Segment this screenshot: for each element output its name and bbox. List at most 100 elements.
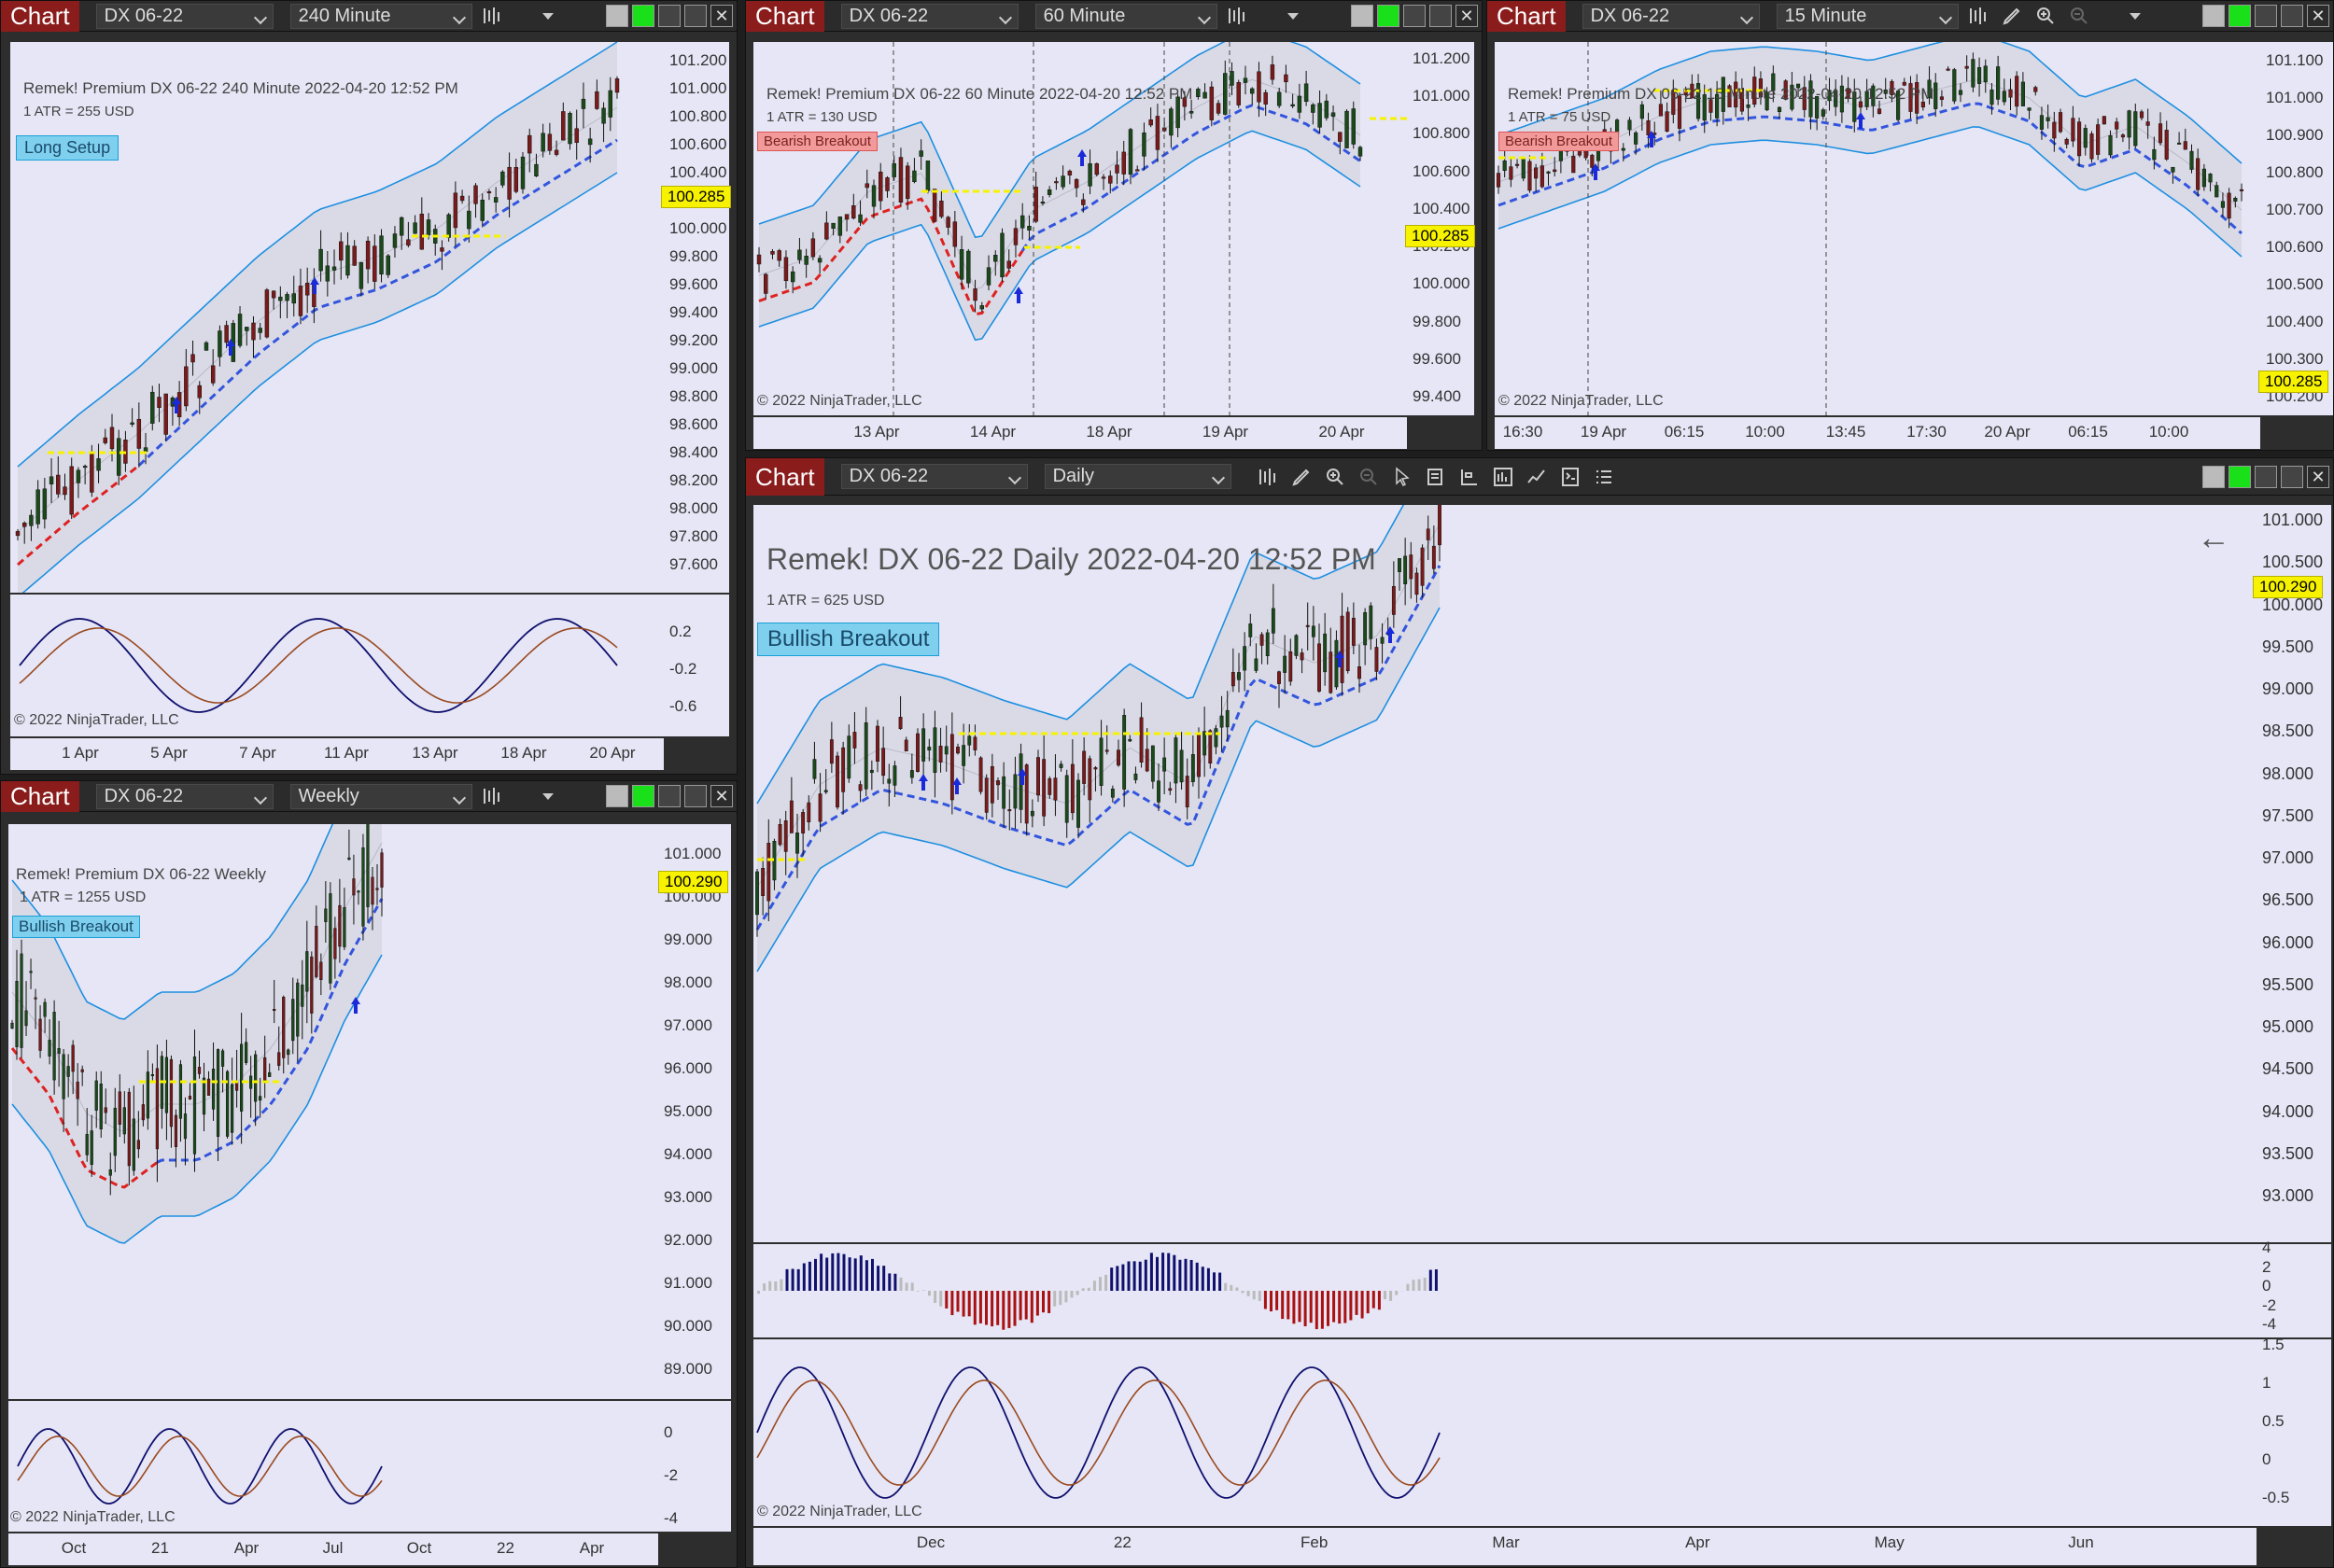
histogram-bar — [1384, 1291, 1386, 1300]
close-button[interactable]: ✕ — [2307, 5, 2329, 27]
chart-menu-label[interactable]: Chart — [1487, 0, 1566, 32]
interval-selector[interactable]: Daily — [1044, 464, 1231, 489]
candle-body — [865, 183, 869, 189]
signal-arrow-icon — [1385, 626, 1395, 643]
pencil-icon[interactable] — [1998, 4, 2026, 28]
trailing-stop-blue — [1497, 102, 2243, 235]
zoom-out-icon[interactable] — [1355, 465, 1383, 489]
close-button[interactable]: ✕ — [1455, 5, 1478, 27]
candle-body — [1174, 737, 1178, 784]
minimize-button[interactable] — [2255, 5, 2277, 27]
interval-selector[interactable]: 15 Minute — [1776, 3, 1959, 29]
zoom-out-icon[interactable] — [2065, 4, 2093, 28]
bar-type-icon[interactable] — [1223, 4, 1251, 28]
histogram-bar — [837, 1253, 840, 1291]
close-button[interactable]: ✕ — [2307, 466, 2329, 488]
instrument-selector[interactable]: DX 06-22 — [1582, 3, 1760, 29]
indicators-icon[interactable] — [1455, 465, 1483, 489]
candle-body — [1702, 94, 1707, 121]
maximize-button[interactable] — [2281, 5, 2303, 27]
histogram-bar — [1070, 1291, 1074, 1298]
setup-badge: Long Setup — [16, 135, 120, 161]
minimize-button[interactable] — [2255, 466, 2277, 488]
instrument-selector[interactable]: DX 06-22 — [95, 3, 274, 29]
minimize-button[interactable] — [658, 5, 681, 27]
histogram-bar — [1270, 1291, 1272, 1312]
minimize-button[interactable] — [658, 785, 681, 807]
atr-label: 1 ATR = 130 USD — [766, 109, 878, 125]
price-panel[interactable]: Remek! Premium DX 06-22 60 Minute 2022-0… — [753, 42, 1407, 415]
instrument-selector[interactable]: DX 06-22 — [840, 3, 1019, 29]
maximize-button[interactable] — [684, 5, 707, 27]
instrument-selector[interactable]: DX 06-22 — [840, 464, 1028, 489]
maximize-button[interactable] — [1429, 5, 1452, 27]
bar-type-icon[interactable] — [1254, 465, 1282, 489]
status-button[interactable] — [1377, 5, 1399, 27]
candle-body — [1398, 558, 1401, 572]
status-button[interactable] — [2229, 466, 2251, 488]
dropdown-arrow-icon[interactable] — [1279, 4, 1307, 28]
oscillator-panel[interactable]: © 2022 NinjaTrader, LLC — [753, 1339, 2257, 1526]
dropdown-arrow-icon[interactable] — [534, 4, 562, 28]
price-axis[interactable]: 101.200 101.000 100.800 100.600 100.400 100.2… — [664, 42, 729, 593]
price-panel[interactable]: Remek! Premium DX 06-22 240 Minute 2022-… — [10, 42, 664, 593]
link-button[interactable] — [606, 5, 628, 27]
data-box-icon[interactable] — [1422, 465, 1450, 489]
histogram-panel[interactable] — [753, 1244, 2257, 1337]
chart-menu-label[interactable]: Chart — [746, 0, 824, 32]
oscillator-panel[interactable]: © 2022 NinjaTrader, LLC — [10, 595, 664, 736]
instrument-selector[interactable]: DX 06-22 — [95, 783, 274, 809]
link-button[interactable] — [606, 785, 628, 807]
bar-type-icon[interactable] — [478, 4, 506, 28]
maximize-button[interactable] — [2281, 466, 2303, 488]
zoom-in-icon[interactable] — [1321, 465, 1349, 489]
interval-selector[interactable]: 60 Minute — [1034, 3, 1217, 29]
histogram-bar — [848, 1257, 851, 1291]
chart-menu-label[interactable]: Chart — [1, 780, 79, 812]
list-icon[interactable] — [1590, 465, 1618, 489]
chart-trader-icon[interactable] — [1523, 465, 1551, 489]
chart-menu-label[interactable]: Chart — [746, 457, 824, 496]
oscillator-panel[interactable]: © 2022 NinjaTrader, LLC — [8, 1401, 658, 1532]
candle-body — [1790, 84, 1794, 110]
close-button[interactable]: ✕ — [710, 785, 733, 807]
dropdown-arrow-icon[interactable] — [534, 784, 562, 808]
bar-type-icon[interactable] — [1964, 4, 1992, 28]
price-panel[interactable]: Remek! DX 06-22 Daily 2022-04-20 12:52 P… — [753, 505, 2257, 1242]
zoom-in-icon[interactable] — [2032, 4, 2060, 28]
close-button[interactable]: ✕ — [710, 5, 733, 27]
time-axis[interactable]: 13 Apr 14 Apr 18 Apr 19 Apr 20 Apr — [753, 417, 1407, 449]
link-button[interactable] — [1351, 5, 1373, 27]
minimize-button[interactable] — [1403, 5, 1426, 27]
time-axis[interactable]: 16:30 19 Apr 06:15 10:00 13:45 17:30 20 Apr 06:… — [1495, 417, 2260, 449]
time-axis[interactable]: 1 Apr 5 Apr 7 Apr 11 Apr 13 Apr 18 Apr 20 Apr — [10, 738, 664, 770]
properties-icon[interactable] — [1556, 465, 1584, 489]
price-panel[interactable]: Remek! Premium DX 06-22 Weekly 1 ATR = 1… — [8, 824, 658, 1399]
status-button[interactable] — [2229, 5, 2251, 27]
link-button[interactable] — [2202, 5, 2225, 27]
time-axis[interactable]: Oct 21 Apr Jul Oct 22 Apr — [8, 1533, 658, 1565]
link-button[interactable] — [2202, 466, 2225, 488]
maximize-button[interactable] — [684, 785, 707, 807]
price-axis[interactable]: 101.000 100.000 99.000 98.000 97.000 96.000 95… — [658, 824, 731, 1399]
bar-type-icon[interactable] — [478, 784, 506, 808]
candle-body — [778, 824, 782, 846]
status-button[interactable] — [632, 785, 654, 807]
status-button[interactable] — [632, 5, 654, 27]
candle-body — [245, 1042, 248, 1063]
pencil-icon[interactable] — [1287, 465, 1315, 489]
price-axis[interactable]: 101.100 101.000 100.900 100.800 100.700 100.6… — [2260, 42, 2333, 415]
chart-menu-label[interactable]: Chart — [1, 0, 79, 32]
price-axis[interactable]: 101.000 100.500 100.000 99.500 99.000 98.500 9… — [2257, 505, 2331, 1242]
back-arrow-icon[interactable]: ← — [2197, 518, 2230, 556]
pointer-icon[interactable] — [1388, 465, 1416, 489]
interval-selector[interactable]: Weekly — [289, 783, 472, 809]
candle-body — [1590, 154, 1595, 168]
price-panel[interactable]: Remek! Premium DX 06-22 15 Minute 2022-0… — [1495, 42, 2260, 415]
dropdown-arrow-icon[interactable] — [2121, 4, 2149, 28]
strategies-icon[interactable] — [1489, 465, 1517, 489]
candle-body — [1162, 757, 1167, 772]
interval-selector[interactable]: 240 Minute — [289, 3, 472, 29]
time-axis[interactable]: Dec 22 Feb Mar Apr May Jun — [753, 1528, 2257, 1565]
histogram-bar — [1320, 1291, 1324, 1329]
